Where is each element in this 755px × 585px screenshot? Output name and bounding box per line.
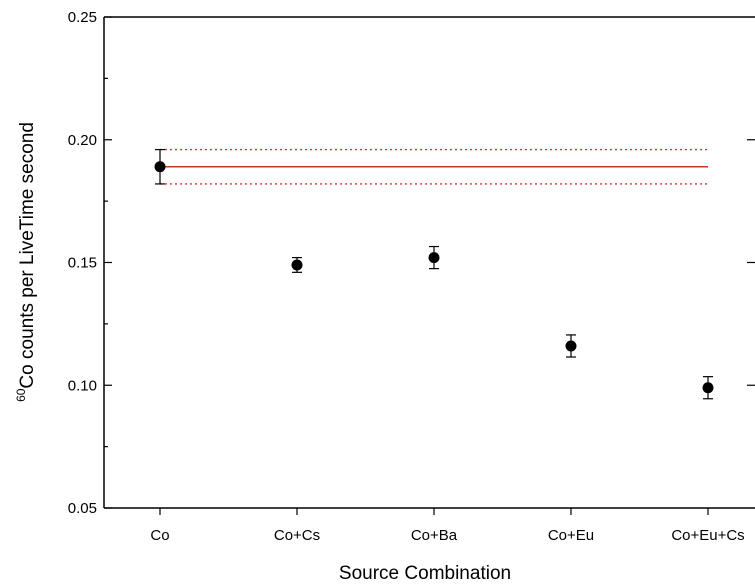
x-axis-ticks: Co Co+Cs Co+Ba Co+Eu Co+Eu+Cs [150,508,745,544]
y-axis-title-superscript: 60 [14,388,28,402]
data-point [565,340,577,352]
y-axis-title: 60Co counts per LiveTime second [14,122,38,402]
y-axis-title-text: Co counts per LiveTime second [17,122,38,388]
reference-lines [160,148,708,185]
x-tick-label: Co+Eu [548,527,594,544]
y-axis-ticks: 0.05 0.10 0.15 0.20 0.25 [68,9,755,517]
y-tick-label: 0.10 [68,377,97,394]
plot-frame [103,16,755,509]
y-tick-label: 0.05 [68,500,97,517]
x-axis-title: Source Combination [339,563,511,584]
data-point [291,259,303,271]
y-tick-label: 0.25 [68,9,97,26]
x-tick-label: Co+Cs [274,527,320,544]
data-point [154,161,166,173]
y-tick-label: 0.20 [68,132,97,149]
data-points [154,148,714,400]
x-tick-label: Co+Ba [411,527,458,544]
x-tick-label: Co [150,527,169,544]
y-tick-label: 0.15 [68,255,97,272]
data-point [702,382,714,394]
data-point [428,252,440,264]
x-tick-label: Co+Eu+Cs [671,527,744,544]
